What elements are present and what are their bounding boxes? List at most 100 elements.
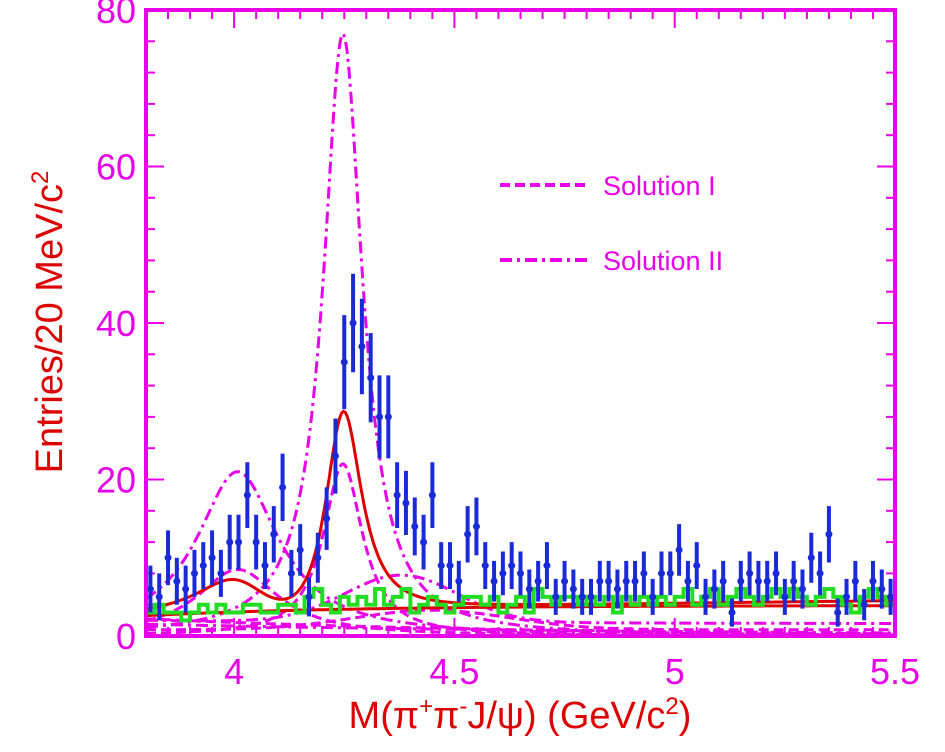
data-point [834, 598, 842, 627]
legend-label-solution-1: Solution I [603, 171, 716, 201]
data-point [552, 578, 560, 615]
data-point [772, 551, 780, 596]
data-point [226, 514, 234, 570]
y-tick-label: 80 [96, 0, 136, 31]
data-point [728, 598, 736, 627]
data-point [878, 569, 886, 609]
legend: Solution I Solution II [500, 171, 723, 276]
data-marker [164, 554, 172, 562]
data-marker [508, 562, 516, 570]
data-point [737, 560, 745, 602]
data-point [217, 549, 225, 597]
data-marker [384, 413, 392, 421]
data-point [376, 375, 384, 459]
data-point [684, 560, 692, 602]
data-marker [331, 452, 339, 460]
data-marker [182, 585, 190, 593]
data-point [702, 578, 710, 615]
data-marker [217, 569, 225, 577]
data-point [860, 589, 868, 621]
data-point [208, 530, 216, 586]
data-marker [578, 593, 586, 601]
data-marker [825, 530, 833, 538]
data-marker [693, 562, 701, 570]
data-point [411, 497, 419, 556]
x-tick-label: 5 [665, 651, 685, 692]
data-marker [517, 569, 524, 577]
data-marker [719, 577, 727, 585]
y-tick-label: 20 [96, 460, 136, 501]
data-point [314, 532, 322, 583]
data-point [190, 549, 198, 597]
data-marker [543, 562, 551, 570]
data-marker [349, 319, 357, 327]
data-marker [270, 530, 278, 538]
data-point [640, 551, 648, 596]
solution-1-interference-curve [146, 608, 895, 632]
data-point [534, 560, 542, 602]
fit-curves [146, 31, 895, 636]
data-point [384, 375, 392, 459]
data-point [287, 549, 295, 597]
data-point [455, 560, 463, 602]
data-marker [569, 585, 577, 593]
data-marker [243, 491, 251, 499]
data-marker [411, 522, 419, 530]
data-marker [420, 538, 428, 546]
data-point [420, 514, 428, 570]
y-tick-labels: 0 20 40 60 80 [96, 0, 136, 657]
data-point [869, 560, 877, 602]
data-marker [702, 593, 710, 601]
data-marker [772, 569, 780, 577]
y-tick-label: 0 [116, 616, 136, 657]
data-point [367, 333, 375, 423]
data-marker [472, 522, 480, 530]
data-point [622, 560, 630, 602]
data-point [446, 542, 454, 590]
data-point [613, 569, 621, 609]
data-point [631, 560, 639, 602]
data-marker [481, 562, 489, 570]
data-marker [437, 562, 445, 570]
data-marker [173, 577, 181, 585]
data-point [349, 273, 357, 373]
data-marker [455, 577, 463, 585]
data-marker [305, 593, 313, 601]
data-points [146, 273, 895, 627]
data-point [464, 506, 472, 563]
data-marker [525, 585, 533, 593]
data-marker [287, 569, 295, 577]
y-tick-label: 40 [96, 303, 136, 344]
data-marker [649, 593, 657, 601]
data-point [763, 560, 771, 602]
data-point [710, 569, 718, 609]
data-marker [190, 569, 198, 577]
data-point [243, 462, 251, 529]
data-point [305, 577, 313, 617]
data-marker [605, 577, 613, 585]
data-point [164, 530, 172, 586]
total-fit-curve [146, 409, 895, 611]
data-marker [596, 577, 604, 585]
plot-frame [144, 8, 897, 638]
data-point [561, 560, 569, 602]
data-point [472, 497, 480, 556]
x-tick-label: 5.5 [870, 651, 920, 692]
data-marker [843, 593, 851, 601]
data-marker [155, 593, 163, 601]
data-point [340, 315, 348, 410]
background-fit-curve [146, 604, 895, 618]
data-point [843, 578, 851, 615]
data-point [807, 532, 815, 583]
data-point [578, 578, 586, 615]
data-marker [657, 569, 665, 577]
data-point [358, 298, 366, 395]
data-point [428, 462, 436, 529]
data-marker [393, 491, 401, 499]
data-point [605, 560, 613, 602]
x-tick-label: 4.5 [429, 651, 479, 692]
data-point [296, 524, 304, 576]
data-marker [428, 491, 436, 499]
x-tick-label: 4 [224, 651, 244, 692]
data-point [657, 551, 665, 596]
